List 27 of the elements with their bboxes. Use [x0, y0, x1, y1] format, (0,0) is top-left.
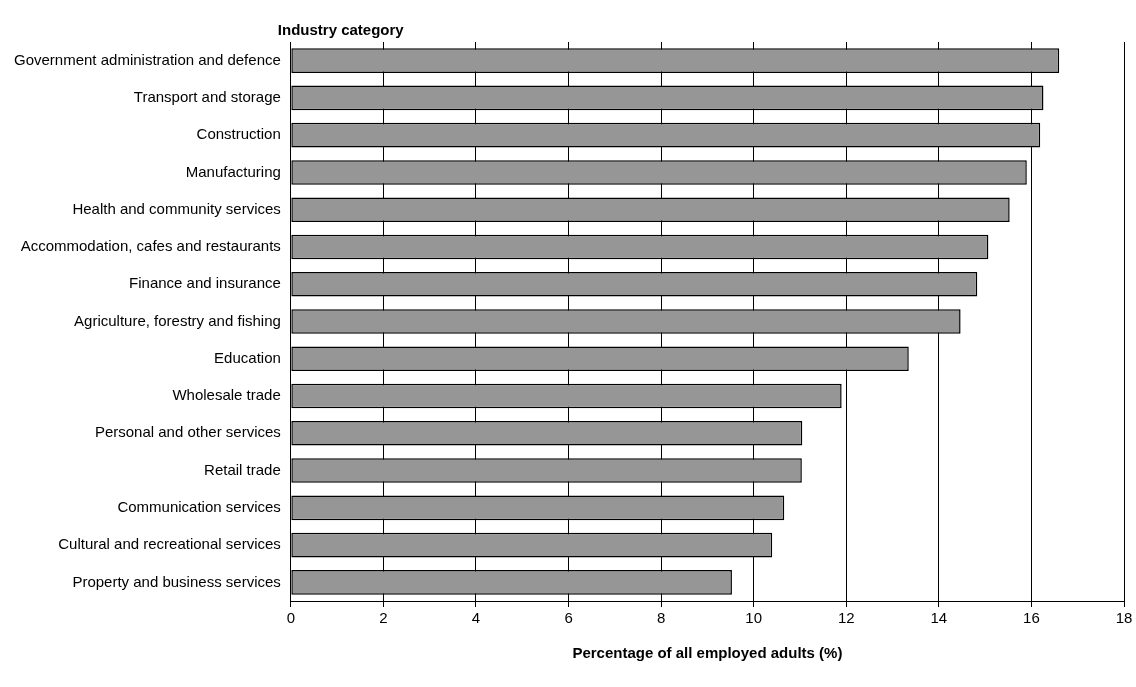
y-axis-title: Industry category — [277, 20, 405, 38]
x-tick-label: 8 — [656, 609, 666, 627]
y-tick-label: Accommodation, cafes and restaurants — [20, 237, 281, 255]
y-tick-label: Retail trade — [204, 460, 281, 478]
y-tick-label: Transport and storage — [133, 88, 281, 106]
y-tick-label: Cultural and recreational services — [58, 535, 281, 553]
y-tick-label: Communication services — [117, 497, 281, 515]
y-tick-label: Wholesale trade — [172, 386, 281, 404]
y-tick-label: Finance and insurance — [129, 274, 281, 292]
y-tick-label: Agriculture, forestry and fishing — [74, 311, 281, 329]
y-tick-label: Manufacturing — [185, 162, 281, 180]
y-tick-label: Personal and other services — [94, 423, 281, 441]
x-tick-label: 14 — [930, 609, 948, 627]
x-tick-label: 18 — [1115, 609, 1133, 627]
y-tick-label: Health and community services — [72, 199, 281, 217]
x-axis-title: Percentage of all employed adults (%) — [572, 644, 843, 662]
x-tick-label: 6 — [564, 609, 573, 627]
x-tick-label: 4 — [471, 609, 481, 627]
x-tick-label: 10 — [745, 609, 763, 627]
y-tick-label: Government administration and defence — [13, 50, 281, 68]
x-tick-label: 2 — [379, 609, 388, 627]
y-tick-label: Education — [214, 348, 281, 366]
x-tick-label: 16 — [1023, 609, 1040, 627]
x-tick-label: 12 — [837, 609, 855, 627]
y-tick-label: Construction — [196, 125, 281, 143]
y-tick-label: Property and business services — [72, 572, 281, 590]
x-tick-label: 0 — [286, 609, 295, 627]
